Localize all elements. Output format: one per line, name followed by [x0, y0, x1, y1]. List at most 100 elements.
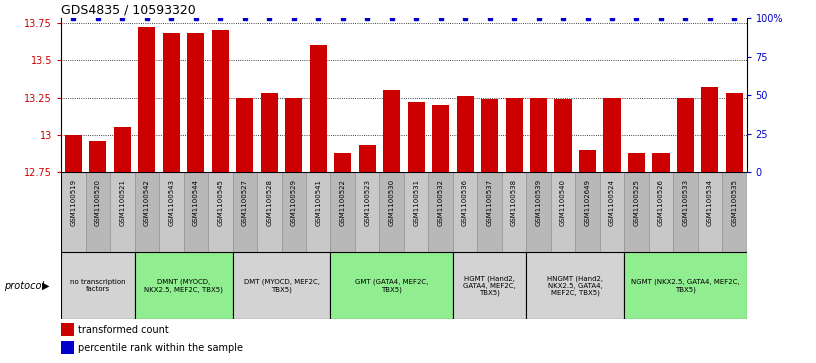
Bar — [306, 172, 330, 252]
Bar — [330, 172, 355, 252]
Text: ▶: ▶ — [42, 281, 50, 291]
Bar — [725, 93, 743, 172]
Bar — [551, 172, 575, 252]
Bar — [257, 172, 282, 252]
Bar — [233, 252, 330, 319]
Bar — [309, 45, 326, 172]
Bar — [211, 30, 228, 172]
Bar — [432, 105, 449, 172]
Bar — [135, 252, 233, 319]
Text: GSM1100540: GSM1100540 — [560, 179, 566, 226]
Text: GSM1100541: GSM1100541 — [315, 179, 322, 226]
Bar — [184, 172, 208, 252]
Bar — [676, 98, 694, 172]
Text: GSM1100520: GSM1100520 — [95, 179, 101, 226]
Bar — [286, 98, 302, 172]
Bar — [110, 172, 135, 252]
Text: HGMT (Hand2,
GATA4, MEF2C,
TBX5): HGMT (Hand2, GATA4, MEF2C, TBX5) — [463, 276, 516, 296]
Text: GSM1100533: GSM1100533 — [682, 179, 689, 226]
Bar — [138, 27, 155, 172]
Bar — [135, 172, 159, 252]
Text: percentile rank within the sample: percentile rank within the sample — [78, 343, 243, 353]
Bar — [237, 98, 253, 172]
Bar — [722, 172, 747, 252]
Bar — [649, 172, 673, 252]
Text: GDS4835 / 10593320: GDS4835 / 10593320 — [61, 4, 196, 17]
Bar — [233, 172, 257, 252]
Bar — [61, 323, 73, 336]
Bar — [86, 172, 110, 252]
Text: GSM1100527: GSM1100527 — [242, 179, 248, 226]
Text: GSM1100530: GSM1100530 — [388, 179, 395, 226]
Bar — [404, 172, 428, 252]
Text: GSM1100538: GSM1100538 — [511, 179, 517, 226]
Bar — [90, 141, 106, 172]
Bar — [477, 172, 502, 252]
Bar — [502, 172, 526, 252]
Bar — [628, 153, 645, 172]
Text: GSM1100545: GSM1100545 — [217, 179, 224, 226]
Bar — [603, 98, 620, 172]
Bar — [65, 135, 82, 172]
Text: GSM1100519: GSM1100519 — [70, 179, 77, 226]
Bar — [61, 252, 135, 319]
Text: GSM1100536: GSM1100536 — [462, 179, 468, 226]
Text: GSM1100542: GSM1100542 — [144, 179, 150, 226]
Bar — [428, 172, 453, 252]
Bar — [526, 172, 551, 252]
Text: GSM1100537: GSM1100537 — [486, 179, 493, 226]
Text: GSM1100539: GSM1100539 — [535, 179, 542, 226]
Bar — [379, 172, 404, 252]
Text: no transcription
factors: no transcription factors — [70, 280, 126, 292]
Bar — [162, 33, 180, 172]
Bar — [61, 172, 86, 252]
Bar — [453, 172, 477, 252]
Text: GSM1100535: GSM1100535 — [731, 179, 738, 226]
Bar — [335, 153, 351, 172]
Text: GSM1100529: GSM1100529 — [290, 179, 297, 226]
Bar — [330, 252, 453, 319]
Text: GSM1100523: GSM1100523 — [364, 179, 370, 226]
Bar — [624, 252, 747, 319]
Text: GSM1100526: GSM1100526 — [658, 179, 664, 226]
Text: DMNT (MYOCD,
NKX2.5, MEF2C, TBX5): DMNT (MYOCD, NKX2.5, MEF2C, TBX5) — [144, 279, 223, 293]
Bar — [555, 99, 571, 172]
Bar — [384, 90, 400, 172]
Bar — [208, 172, 233, 252]
Bar — [505, 98, 522, 172]
Text: GSM1100543: GSM1100543 — [168, 179, 175, 226]
Text: GSM1100531: GSM1100531 — [413, 179, 419, 226]
Bar — [579, 150, 596, 172]
Text: NGMT (NKX2.5, GATA4, MEF2C,
TBX5): NGMT (NKX2.5, GATA4, MEF2C, TBX5) — [631, 279, 740, 293]
Bar — [282, 172, 306, 252]
Text: GSM1100532: GSM1100532 — [437, 179, 444, 226]
Text: GSM1100522: GSM1100522 — [339, 179, 346, 226]
Bar — [673, 172, 698, 252]
Bar — [652, 153, 669, 172]
Text: GSM1100528: GSM1100528 — [266, 179, 273, 226]
Bar — [261, 93, 277, 172]
Bar — [355, 172, 379, 252]
Bar — [61, 341, 73, 354]
Text: GSM1100524: GSM1100524 — [609, 179, 615, 226]
Bar — [600, 172, 624, 252]
Text: DMT (MYOCD, MEF2C,
TBX5): DMT (MYOCD, MEF2C, TBX5) — [243, 279, 320, 293]
Text: protocol: protocol — [4, 281, 44, 291]
Text: GSM1102649: GSM1102649 — [584, 179, 591, 226]
Bar — [624, 172, 649, 252]
Text: transformed count: transformed count — [78, 325, 169, 335]
Bar — [481, 99, 498, 172]
Bar — [408, 102, 424, 172]
Bar — [358, 146, 375, 172]
Bar — [453, 252, 526, 319]
Bar — [187, 33, 204, 172]
Text: HNGMT (Hand2,
NKX2.5, GATA4,
MEF2C, TBX5): HNGMT (Hand2, NKX2.5, GATA4, MEF2C, TBX5… — [548, 276, 603, 296]
Bar — [530, 98, 547, 172]
Bar — [575, 172, 600, 252]
Text: GSM1100525: GSM1100525 — [633, 179, 640, 226]
Text: GSM1100534: GSM1100534 — [707, 179, 713, 226]
Bar — [113, 127, 131, 172]
Bar — [698, 172, 722, 252]
Bar — [526, 252, 624, 319]
Text: GMT (GATA4, MEF2C,
TBX5): GMT (GATA4, MEF2C, TBX5) — [355, 279, 428, 293]
